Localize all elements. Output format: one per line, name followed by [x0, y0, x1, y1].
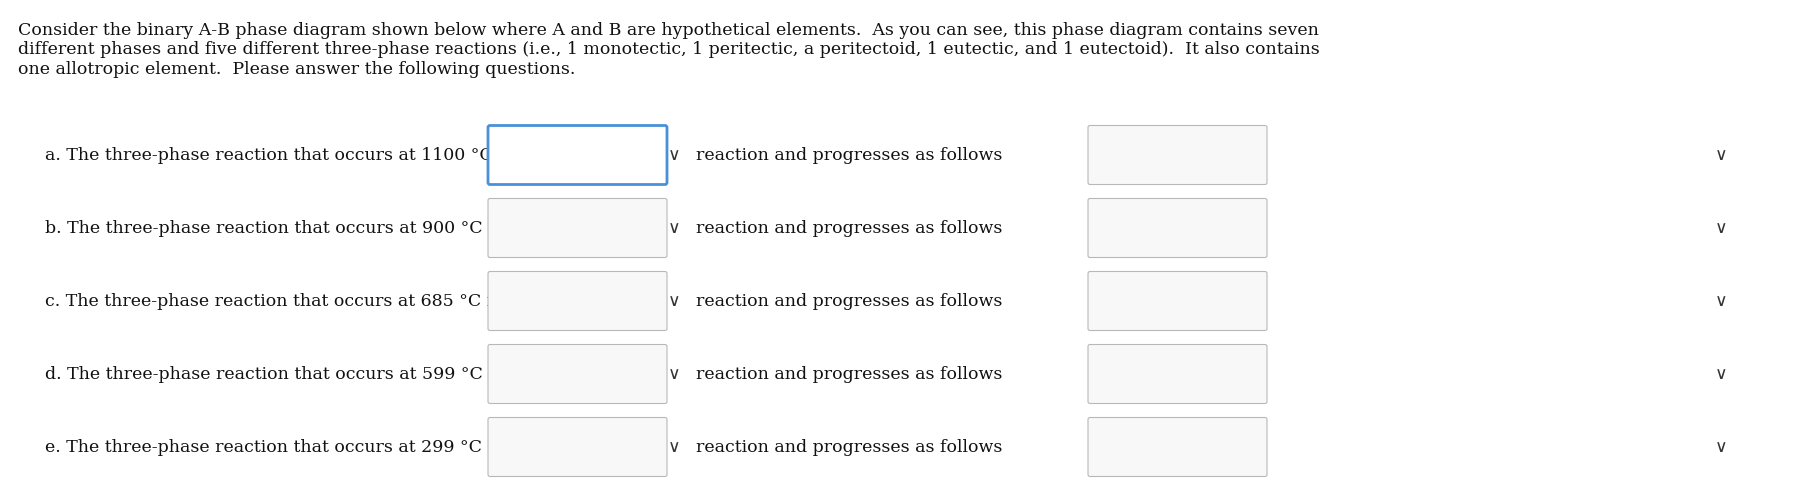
Text: ∨: ∨ — [1715, 292, 1728, 310]
Text: ∨: ∨ — [667, 146, 680, 164]
Text: ∨: ∨ — [667, 438, 680, 456]
FancyBboxPatch shape — [488, 272, 667, 330]
FancyBboxPatch shape — [488, 344, 667, 404]
Text: ∨: ∨ — [667, 365, 680, 383]
Text: Consider the binary A-B phase diagram shown below where A and B are hypothetical: Consider the binary A-B phase diagram sh… — [18, 22, 1319, 39]
FancyBboxPatch shape — [1087, 417, 1267, 477]
FancyBboxPatch shape — [1087, 199, 1267, 257]
Text: c. The three-phase reaction that occurs at 685 °C is a: c. The three-phase reaction that occurs … — [45, 292, 517, 310]
Text: different phases and five different three-phase reactions (i.e., 1 monotectic, 1: different phases and five different thre… — [18, 41, 1320, 58]
FancyBboxPatch shape — [488, 199, 667, 257]
FancyBboxPatch shape — [1087, 125, 1267, 184]
Text: one allotropic element.  Please answer the following questions.: one allotropic element. Please answer th… — [18, 61, 576, 78]
Text: reaction and progresses as follows: reaction and progresses as follows — [685, 219, 1003, 237]
Text: ∨: ∨ — [667, 292, 680, 310]
Text: ∨: ∨ — [667, 219, 680, 237]
Text: a. The three-phase reaction that occurs at 1100 °C is a: a. The three-phase reaction that occurs … — [45, 147, 529, 164]
Text: reaction and progresses as follows: reaction and progresses as follows — [685, 439, 1003, 455]
Text: reaction and progresses as follows: reaction and progresses as follows — [685, 292, 1003, 310]
FancyBboxPatch shape — [1087, 272, 1267, 330]
Text: ∨: ∨ — [1715, 438, 1728, 456]
Text: e. The three-phase reaction that occurs at 299 °C is a: e. The three-phase reaction that occurs … — [45, 439, 518, 455]
Text: d. The three-phase reaction that occurs at 599 °C is a: d. The three-phase reaction that occurs … — [45, 366, 518, 382]
Text: b. The three-phase reaction that occurs at 900 °C is a: b. The three-phase reaction that occurs … — [45, 219, 518, 237]
Text: reaction and progresses as follows: reaction and progresses as follows — [685, 147, 1003, 164]
Text: ∨: ∨ — [1715, 219, 1728, 237]
FancyBboxPatch shape — [488, 417, 667, 477]
Text: ∨: ∨ — [1715, 146, 1728, 164]
Text: ∨: ∨ — [1715, 365, 1728, 383]
Text: reaction and progresses as follows: reaction and progresses as follows — [685, 366, 1003, 382]
FancyBboxPatch shape — [488, 125, 667, 184]
FancyBboxPatch shape — [1087, 344, 1267, 404]
